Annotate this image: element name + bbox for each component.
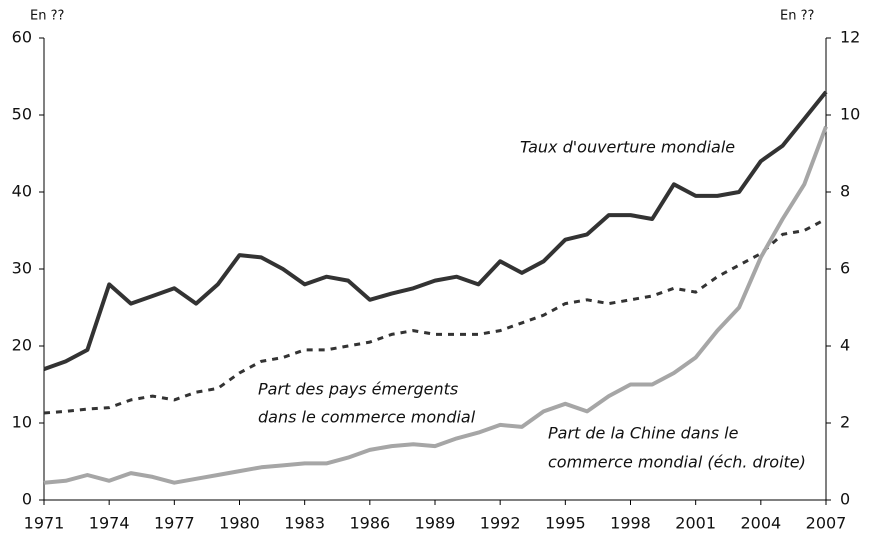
y-unit-left: En ?? (30, 9, 64, 24)
x-tick-label: 2007 (806, 514, 847, 533)
y-tick-label: 40 (12, 182, 32, 201)
y-tick-label: 10 (12, 413, 32, 432)
y2-tick-label: 8 (840, 182, 850, 201)
y-tick-label: 0 (22, 490, 32, 509)
series-line (43, 217, 827, 415)
annotation: dans le commerce mondial (258, 408, 476, 427)
y2-tick-label: 10 (840, 105, 860, 124)
y-tick-label: 50 (12, 105, 32, 124)
x-tick-label: 1980 (219, 514, 260, 533)
y2-tick-label: 0 (840, 490, 850, 509)
x-tick-label: 1986 (349, 514, 390, 533)
x-tick-label: 1992 (480, 514, 521, 533)
y2-tick-label: 12 (840, 28, 860, 47)
y2-tick-label: 2 (840, 413, 850, 432)
x-tick-label: 1989 (415, 514, 456, 533)
y-tick-label: 20 (12, 336, 32, 355)
x-tick-label: 1995 (545, 514, 586, 533)
series-line (43, 125, 828, 485)
series-line (43, 90, 828, 371)
annotation: Part des pays émergents (258, 380, 458, 399)
y2-tick-label: 4 (840, 336, 850, 355)
y-tick-label: 60 (12, 28, 32, 47)
y-tick-label: 30 (12, 259, 32, 278)
x-tick-label: 1977 (154, 514, 195, 533)
annotation: commerce mondial (éch. droite) (548, 453, 806, 472)
x-tick-label: 2004 (740, 514, 781, 533)
x-tick-label: 1971 (24, 514, 65, 533)
annotation: Taux d'ouverture mondiale (520, 138, 735, 157)
x-tick-label: 1983 (284, 514, 325, 533)
y-unit-right: En ?? (780, 9, 814, 24)
annotation: Part de la Chine dans le (548, 424, 739, 443)
y2-tick-label: 6 (840, 259, 850, 278)
x-tick-label: 1974 (89, 514, 130, 533)
x-tick-label: 1998 (610, 514, 651, 533)
x-tick-label: 2001 (675, 514, 716, 533)
